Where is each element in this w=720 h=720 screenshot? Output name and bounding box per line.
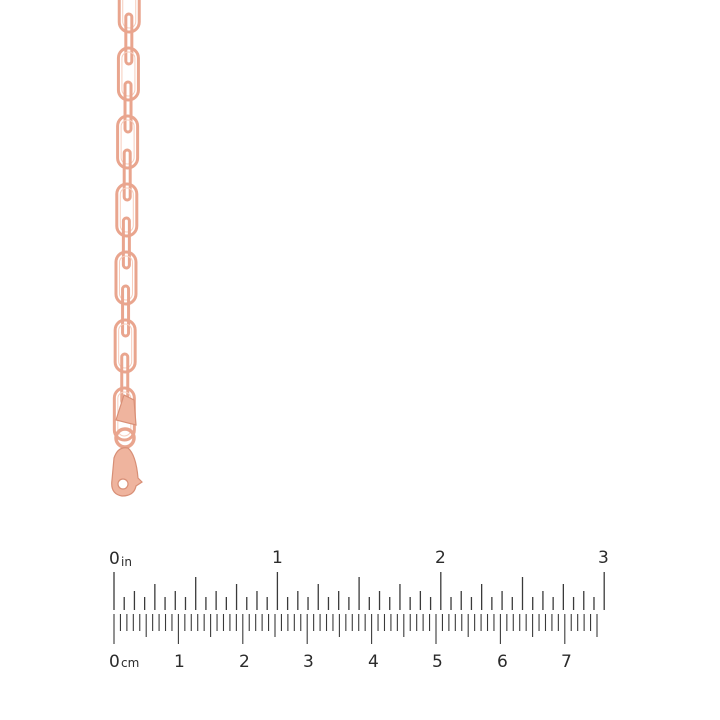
chain-link-edge (121, 284, 131, 338)
chain-link-highlight (118, 255, 133, 301)
cm-label-7: 7 (561, 652, 572, 672)
inch-label-1: 1 (272, 548, 283, 568)
chain-link-highlight (121, 51, 136, 97)
cm-label-2: 2 (239, 652, 250, 672)
clasp-tag (115, 394, 137, 426)
cm-label-1: 1 (174, 652, 185, 672)
chain-link (116, 46, 140, 102)
inch-unit: in (121, 555, 132, 569)
chain-link-highlight (119, 187, 134, 233)
inch-label-3: 3 (598, 548, 609, 568)
chain-link-edge (123, 80, 133, 134)
cm-label-3: 3 (303, 652, 314, 672)
chain-link-highlight (118, 323, 133, 369)
chain-link-highlight (120, 119, 135, 165)
chain-link-highlight (122, 0, 137, 29)
chain-link-edge (124, 12, 134, 66)
chain-link-edge (122, 148, 132, 202)
cm-label-6: 6 (497, 652, 508, 672)
chain-link (117, 0, 141, 34)
cm-label-0: 0 (109, 652, 120, 672)
jump-ring (114, 427, 136, 449)
chain-link (115, 182, 139, 238)
clasp-opening (117, 478, 129, 490)
cm-label-4: 4 (368, 652, 379, 672)
chain-link (114, 250, 138, 306)
inch-label-2: 2 (435, 548, 446, 568)
chain-link (116, 114, 140, 170)
cm-unit: cm (121, 656, 139, 670)
chain-link (113, 318, 137, 374)
chain-link-edge (121, 216, 131, 270)
cm-label-5: 5 (432, 652, 443, 672)
inch-label-0: 0 (109, 549, 120, 569)
ruler-ticks (113, 572, 605, 644)
